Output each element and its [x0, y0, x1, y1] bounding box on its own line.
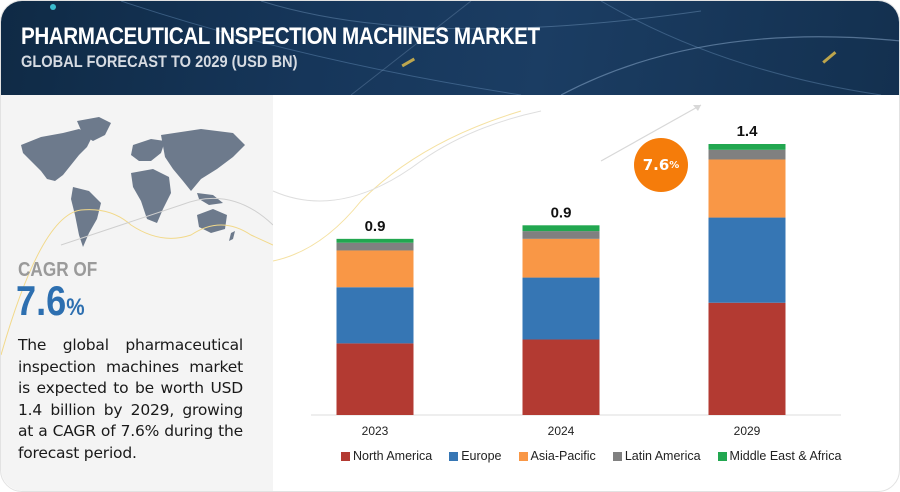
legend-label: Middle East & Africa	[729, 449, 842, 463]
x-tick-label-2024: 2024	[548, 424, 575, 438]
bar-segment-2029-asia-pacific	[708, 159, 786, 218]
legend-label: Latin America	[624, 449, 701, 463]
bar-segment-2023-europe	[336, 287, 414, 344]
legend-item-asia-pacific: Asia-Pacific	[518, 449, 596, 463]
legend-label: North America	[353, 449, 433, 463]
chart-legend: North America Europe Asia-Pacific Latin Ame…	[341, 449, 841, 463]
bar-segment-2029-middle-east-africa	[708, 144, 786, 150]
total-label-2023: 0.9	[365, 218, 386, 235]
legend-swatch	[518, 451, 528, 461]
bar-segment-2024-latin-america	[522, 231, 600, 239]
total-label-2029: 1.4	[737, 123, 759, 140]
bar-segment-2029-latin-america	[708, 149, 786, 160]
page-title: PHARMACEUTICAL INSPECTION MACHINES MARKE…	[21, 23, 540, 50]
bar-segment-2023-middle-east-africa	[336, 238, 414, 243]
cagr-value: 7.6%	[16, 277, 85, 325]
header-decoration	[50, 1, 899, 95]
bar-segment-2024-north-america	[522, 339, 600, 415]
legend-item-latin-america: Latin America	[612, 449, 701, 463]
world-map-icon	[1, 117, 273, 356]
header-banner: PHARMACEUTICAL INSPECTION MACHINES MARKE…	[1, 1, 899, 95]
total-label-2024: 0.9	[551, 204, 572, 221]
cagr-percent-sign: %	[66, 294, 85, 321]
bar-segment-2024-europe	[522, 277, 600, 340]
summary-panel: CAGR OF 7.6% The global pharmaceutical i…	[1, 95, 273, 491]
bar-segment-2024-middle-east-africa	[522, 225, 600, 232]
cagr-label: CAGR OF	[18, 259, 98, 281]
legend-item-europe: Europe	[449, 449, 502, 463]
badge-number: 7.6	[642, 156, 670, 174]
page-subtitle: GLOBAL FORECAST TO 2029 (USD BN)	[21, 52, 298, 71]
x-tick-label-2023: 2023	[362, 424, 389, 438]
legend-item-north-america: North America	[341, 449, 432, 463]
bar-segment-2024-asia-pacific	[522, 238, 600, 278]
bar-segment-2023-asia-pacific	[336, 250, 414, 288]
legend-item-middle-east-africa: Middle East & Africa	[717, 449, 842, 463]
x-tick-label-2029: 2029	[734, 424, 761, 438]
bar-segment-2029-europe	[708, 217, 786, 303]
legend-swatch	[717, 451, 727, 461]
trend-arrow-head	[693, 105, 701, 111]
legend-label: Asia-Pacific	[530, 449, 596, 463]
trend-arrow-line	[600, 104, 702, 162]
cagr-number: 7.6	[16, 277, 67, 324]
legend-swatch	[341, 451, 350, 461]
legend-swatch	[449, 451, 459, 461]
badge-percent-sign: %	[669, 159, 680, 171]
legend-label: Europe	[461, 449, 502, 463]
market-description: The global pharmaceutical inspection mac…	[18, 336, 243, 462]
legend-swatch	[612, 451, 622, 461]
bar-segment-2023-north-america	[336, 343, 414, 415]
bar-segment-2023-latin-america	[336, 242, 414, 251]
cagr-badge: 7.6%	[634, 138, 688, 192]
bar-segment-2029-north-america	[708, 302, 786, 415]
